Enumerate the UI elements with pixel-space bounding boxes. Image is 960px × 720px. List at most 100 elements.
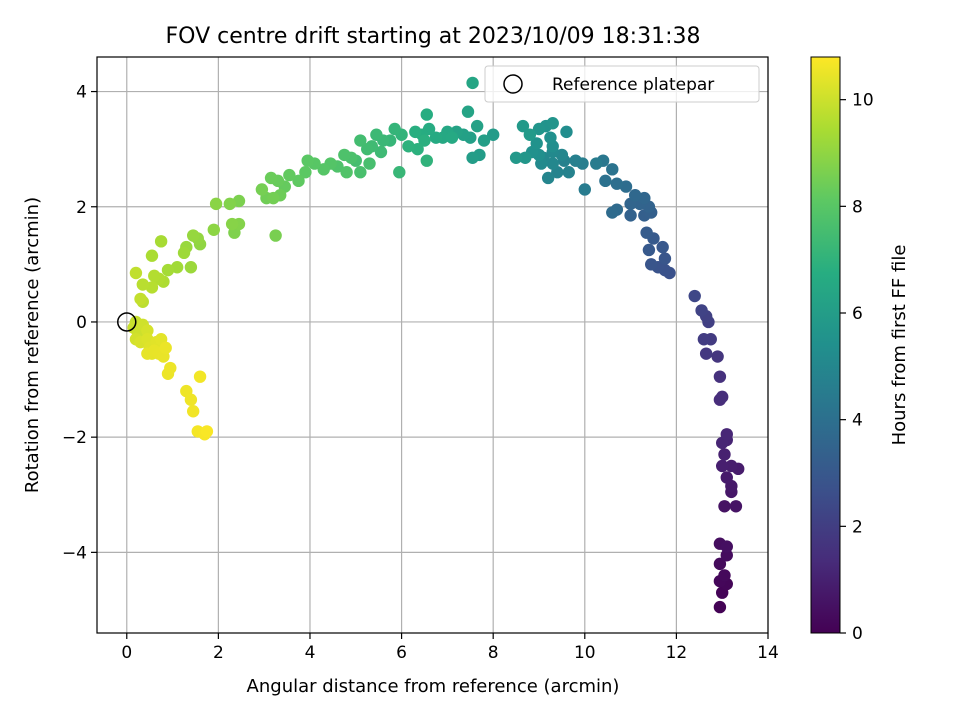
data-point: [370, 128, 383, 141]
data-point: [509, 151, 523, 164]
data-point: [299, 166, 312, 179]
data-point: [317, 163, 330, 176]
y-tick-label: 0: [76, 313, 87, 333]
data-point: [141, 324, 154, 337]
data-point: [516, 119, 530, 133]
data-point: [578, 183, 591, 196]
data-point: [530, 137, 543, 150]
data-point: [544, 131, 557, 144]
data-point: [718, 569, 731, 582]
grid-lines: [97, 57, 769, 633]
x-tick-label: 8: [488, 643, 499, 663]
data-point: [640, 226, 653, 239]
data-point: [301, 154, 314, 167]
data-point: [697, 333, 711, 346]
data-point: [519, 151, 532, 164]
data-point: [223, 197, 237, 211]
data-point: [645, 258, 658, 271]
data-point: [264, 171, 278, 185]
x-axis-label: Angular distance from reference (arcmin): [247, 676, 620, 697]
data-point: [409, 125, 422, 139]
colorbar-tick-label: 2: [852, 517, 863, 537]
data-point: [159, 341, 172, 355]
colorbar: 0 2 4 6 8 10 Hours from first FF file: [810, 56, 910, 644]
colorbar-tick-label: 8: [852, 197, 863, 217]
data-point: [255, 183, 269, 196]
data-point: [656, 240, 669, 254]
data-point: [445, 131, 459, 144]
y-axis-label: Rotation from reference (arcmin): [22, 197, 43, 493]
data-point: [466, 76, 479, 90]
data-point: [688, 289, 701, 303]
y-tick-label: 4: [76, 83, 87, 103]
data-point: [354, 166, 367, 179]
data-point: [186, 229, 200, 242]
data-point: [466, 151, 479, 164]
data-point: [532, 122, 546, 136]
data-point: [624, 209, 637, 222]
data-point: [340, 166, 353, 179]
legend-box: [484, 65, 760, 103]
x-tick-label: 14: [757, 643, 779, 663]
data-point: [720, 549, 733, 562]
data-point: [590, 157, 603, 170]
data-point: [711, 350, 724, 363]
data-point: [161, 263, 175, 277]
x-axis: 0 2 4 6 8 10 12 14: [121, 633, 779, 663]
x-tick-label: 0: [121, 643, 132, 663]
reference-platepar-marker: [117, 312, 137, 332]
data-point: [713, 557, 727, 571]
data-point: [546, 157, 559, 170]
data-point: [715, 459, 729, 473]
data-point: [628, 189, 642, 202]
data-point: [569, 154, 582, 167]
data-point: [470, 119, 484, 133]
legend: Reference platepar: [484, 65, 760, 103]
legend-marker: [503, 74, 523, 94]
legend-entry-reference-platepar: Reference platepar: [552, 75, 714, 95]
data-point: [546, 117, 559, 130]
colorbar-tick-label: 4: [852, 411, 863, 431]
data-point: [136, 278, 150, 291]
data-point: [718, 448, 731, 461]
data-point: [606, 206, 619, 219]
data-point: [695, 304, 708, 317]
colorbar-ticks: 0 2 4 6 8 10: [840, 91, 874, 644]
x-tick-label: 6: [396, 643, 407, 663]
colorbar-tick-label: 0: [852, 624, 863, 644]
data-point: [374, 145, 388, 159]
data-point: [560, 125, 573, 139]
x-tick-label: 10: [574, 643, 596, 663]
y-tick-label: 2: [76, 198, 87, 218]
data-point: [292, 174, 305, 188]
data-point: [420, 154, 433, 167]
data-point: [361, 142, 374, 156]
colorbar-tick-label: 6: [852, 304, 863, 324]
data-point: [720, 428, 733, 441]
data-point: [729, 500, 743, 513]
y-axis: −4 −2 0 2 4: [62, 83, 97, 563]
data-point: [523, 128, 537, 141]
data-point: [606, 163, 619, 176]
data-point: [269, 229, 282, 242]
data-point: [148, 269, 161, 283]
data-point: [209, 197, 223, 211]
data-point: [541, 171, 555, 185]
data-point: [429, 131, 443, 144]
data-point: [393, 166, 406, 179]
data-point: [718, 500, 731, 513]
data-point: [184, 261, 198, 274]
data-point: [418, 134, 431, 147]
colorbar-gradient: [810, 56, 841, 634]
data-point: [486, 128, 500, 141]
data-point: [184, 393, 198, 406]
data-points: [127, 76, 745, 614]
data-point: [699, 347, 713, 360]
data-point: [720, 540, 733, 553]
data-point: [715, 390, 729, 404]
data-point: [420, 108, 433, 121]
y-tick-label: −4: [62, 543, 87, 563]
data-point: [658, 252, 672, 265]
chart-title: FOV centre drift starting at 2023/10/09 …: [166, 24, 701, 49]
